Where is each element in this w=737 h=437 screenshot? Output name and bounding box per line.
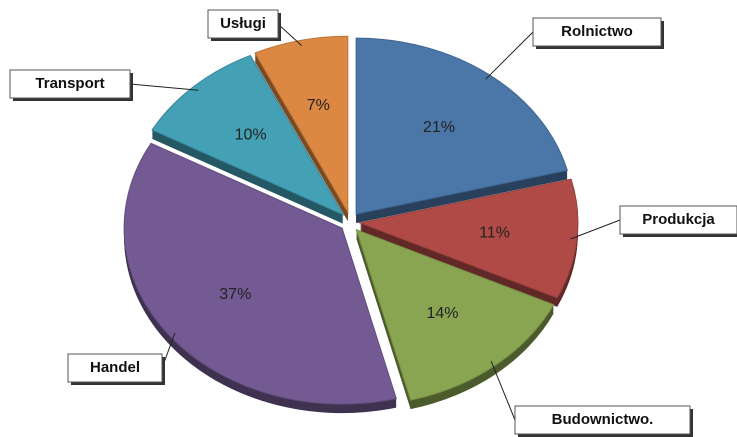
slice: [358, 178, 579, 299]
data-label: 14%: [427, 305, 459, 322]
leader-line: [277, 23, 303, 47]
category-label: Rolnictwo: [561, 23, 633, 40]
label-box: [532, 17, 662, 47]
slice: [123, 142, 397, 405]
category-label: Budownictwo.: [552, 411, 654, 428]
leader-line: [490, 361, 516, 421]
data-label: 21%: [423, 119, 455, 136]
data-label: 7%: [307, 97, 330, 114]
slice: [355, 228, 555, 401]
slice: [151, 54, 345, 216]
category-label: Transport: [35, 75, 104, 92]
label-box: [9, 69, 131, 99]
slice: [254, 35, 349, 215]
leader-line: [570, 219, 621, 240]
category-label: Usługi: [220, 15, 266, 32]
data-label: 37%: [219, 286, 251, 303]
label-box: [619, 205, 737, 235]
label-box: [207, 9, 279, 39]
data-label: 10%: [235, 126, 267, 143]
label-box: [67, 353, 163, 383]
data-label: 11%: [479, 224, 510, 241]
leader-line: [485, 31, 534, 80]
label-box: [514, 405, 691, 435]
category-label: Produkcja: [642, 211, 715, 228]
leader-line: [129, 83, 199, 91]
category-label: Handel: [90, 359, 140, 376]
